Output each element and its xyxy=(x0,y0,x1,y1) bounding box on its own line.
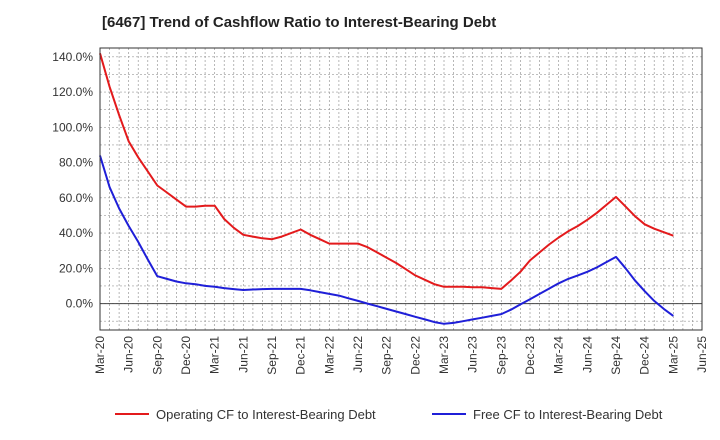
y-tick-label: 40.0% xyxy=(59,226,93,240)
y-tick-label: 60.0% xyxy=(59,191,93,205)
x-tick-label: Mar-20 xyxy=(93,336,107,374)
x-tick-label: Mar-25 xyxy=(666,336,680,374)
x-tick-label: Sep-24 xyxy=(609,336,623,375)
x-tick-label: Sep-23 xyxy=(494,336,508,375)
y-tick-label: 140.0% xyxy=(52,50,93,64)
y-tick-labels: 0.0% 20.0% 40.0% 60.0% 80.0% 100.0% 120.0% 140.… xyxy=(52,50,93,311)
plot-frame xyxy=(99,47,703,331)
x-tick-label: Mar-21 xyxy=(208,336,222,374)
legend-label-1: Operating CF to Interest-Bearing Debt xyxy=(156,407,376,422)
y-tick-label: 100.0% xyxy=(52,120,93,134)
x-tick-label: Sep-22 xyxy=(380,336,394,375)
x-tick-label: Dec-24 xyxy=(638,336,652,375)
x-tick-label: Jun-23 xyxy=(466,336,480,373)
x-tick-labels: Mar-20 Jun-20 Sep-20 Dec-20 Mar-21 Jun-21 Sep-… xyxy=(93,336,709,375)
chart-title: [6467] Trend of Cashflow Ratio to Intere… xyxy=(102,14,497,31)
series-layer xyxy=(99,53,674,325)
y-tick-label: 20.0% xyxy=(59,261,93,275)
x-tick-label: Jun-24 xyxy=(580,336,594,373)
x-tick-label: Mar-23 xyxy=(437,336,451,374)
x-tick-label: Mar-24 xyxy=(552,336,566,374)
x-tick-label: Mar-22 xyxy=(322,336,336,374)
grid-layer xyxy=(99,48,703,330)
y-tick-label: 120.0% xyxy=(52,85,93,99)
series-line-1 xyxy=(99,53,674,290)
x-tick-label: Dec-20 xyxy=(179,336,193,375)
x-tick-label: Jun-20 xyxy=(122,336,136,373)
x-tick-label: Dec-23 xyxy=(523,336,537,375)
legend-label-2: Free CF to Interest-Bearing Debt xyxy=(473,407,663,422)
x-tick-label: Jun-21 xyxy=(236,336,250,373)
y-tick-label: 80.0% xyxy=(59,156,93,170)
x-tick-label: Jun-22 xyxy=(351,336,365,373)
series-line-2 xyxy=(99,155,674,325)
x-tick-label: Sep-20 xyxy=(150,336,164,375)
y-tick-label: 0.0% xyxy=(66,297,94,311)
x-tick-label: Dec-22 xyxy=(408,336,422,375)
x-tick-label: Sep-21 xyxy=(265,336,279,375)
legend: Operating CF to Interest-Bearing Debt Fre… xyxy=(115,407,663,422)
x-tick-label: Jun-25 xyxy=(695,336,709,373)
x-tick-label: Dec-21 xyxy=(294,336,308,375)
